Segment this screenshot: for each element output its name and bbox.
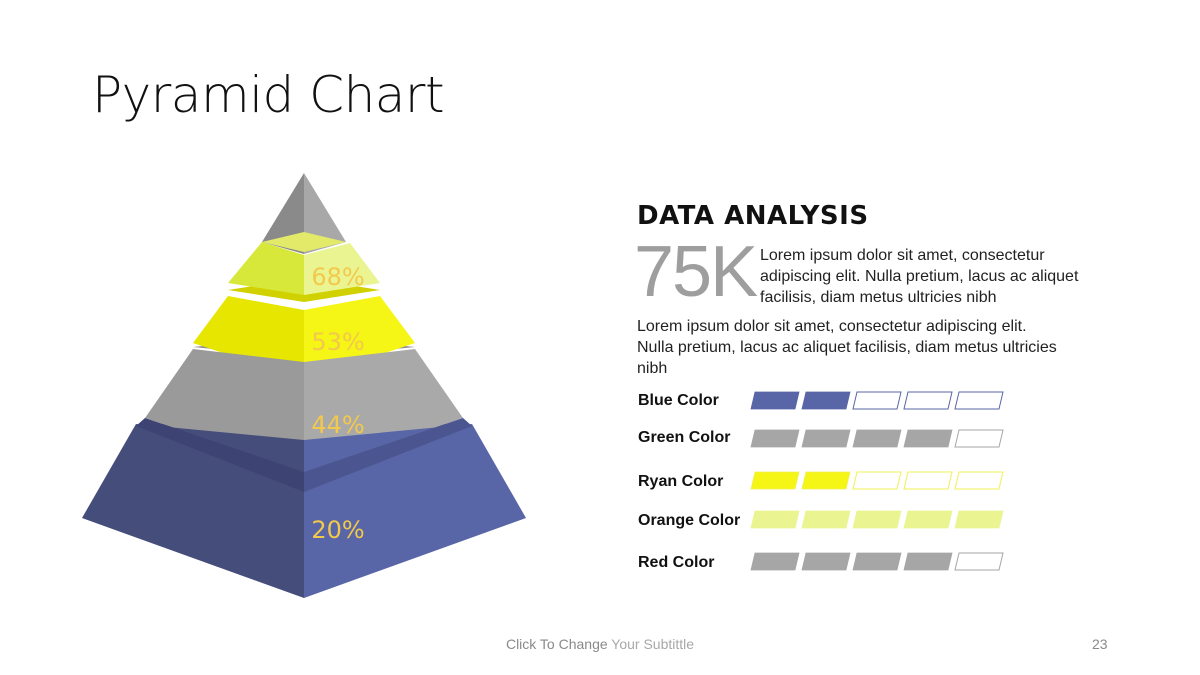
- big-stat-value: 75K: [634, 232, 758, 312]
- pyramid-apex-right-face: [304, 173, 346, 254]
- pyramid-apex-left-face: [262, 173, 304, 254]
- bar-label-orange: Orange Color: [638, 512, 741, 529]
- bar-label-ryan: Ryan Color: [638, 473, 724, 490]
- footer-subtitle-part1: Click To Change: [505, 636, 608, 652]
- bar-label-green: Green Color: [638, 429, 731, 446]
- pyramid-label-3: 44%: [311, 411, 364, 439]
- footer-subtitle[interactable]: Click To Change Your Subtittle: [0, 636, 1200, 652]
- pyramid-level-1-right-face: [304, 243, 380, 295]
- body-paragraph: Lorem ipsum dolor sit amet, consectetur …: [637, 318, 1057, 377]
- pyramid-level-1-top: [262, 232, 346, 252]
- pyramid-level-4-right-face: [304, 424, 526, 598]
- bar-label-red: Red Color: [638, 554, 715, 571]
- bar-label-blue: Blue Color: [638, 392, 719, 409]
- data-analysis-heading: DATA ANALYSIS: [637, 201, 869, 231]
- pyramid-label-1: 68%: [311, 263, 364, 291]
- pyramid-level-4-rim-left: [136, 418, 304, 492]
- footer-subtitle-part2: Your Subtittle: [607, 636, 695, 652]
- page-number: 23: [1092, 636, 1108, 652]
- pyramid-level-4-left-face: [82, 424, 304, 598]
- pyramid-label-2: 53%: [311, 328, 364, 356]
- page-title: Pyramid Chart: [92, 66, 445, 124]
- pyramid-level-4-rim-right: [304, 418, 472, 492]
- pyramid-label-4: 20%: [311, 516, 364, 544]
- stat-description: Lorem ipsum dolor sit amet, consectetur …: [760, 247, 1079, 306]
- pyramid-level-1-left-face: [228, 242, 304, 295]
